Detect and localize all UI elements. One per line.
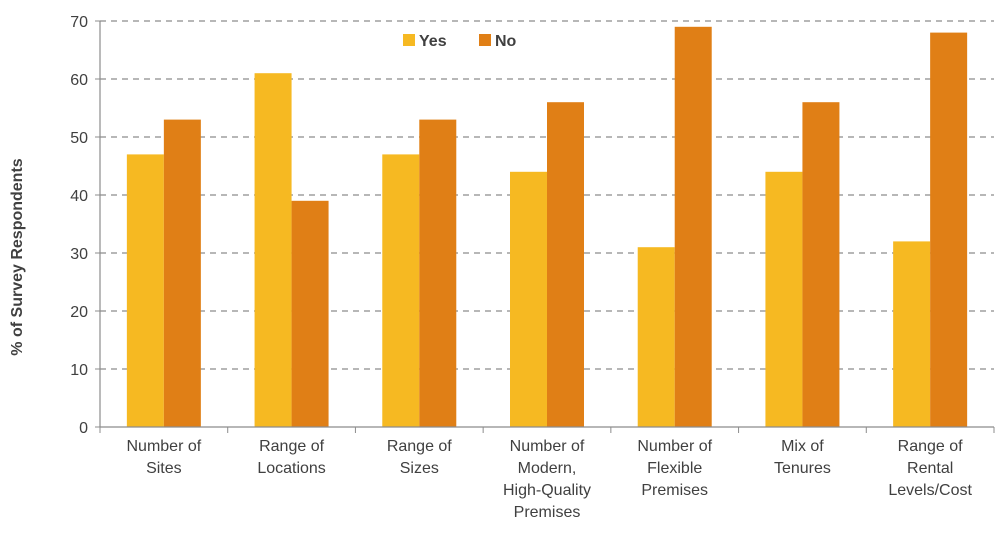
y-tick-labels: 0 10 20 30 40 50 60 70 [70,14,88,437]
bar-yes [254,73,292,427]
y-tick-label: 50 [70,130,88,147]
bar-no [802,102,840,427]
y-tick-label: 40 [70,188,88,205]
y-tick-label: 0 [79,420,88,437]
bar-no [547,102,584,427]
bar-yes [893,241,931,427]
x-category-label: Mix of Tenures [774,438,831,477]
x-category-label: Number of Flexible Premises [637,438,712,499]
bar-yes [510,171,547,427]
x-category-label: Number of Modern, High-Quality Premises [503,438,591,521]
legend-label-yes: Yes [419,33,447,50]
legend: Yes No [399,28,521,52]
x-category-label: Range of Rental Levels/Cost [888,438,972,499]
x-category-labels: Number of Sites Range of Locations Range of S… [127,438,973,521]
legend-swatch-no [479,34,491,46]
legend-label-no: No [495,33,517,50]
bar-yes [637,247,675,427]
bar-no [930,32,968,427]
y-tick-label: 70 [70,14,88,31]
bar-no [674,26,712,428]
y-tick-label: 60 [70,72,88,89]
y-tick-label: 20 [70,304,88,321]
x-category-label: Number of Sites [127,438,202,477]
y-tick-label: 30 [70,246,88,263]
bar-no [291,200,329,427]
bar-no [163,119,201,427]
bars [126,26,968,428]
axes [95,20,995,433]
legend-swatch-yes [403,34,415,46]
bar-yes [382,154,420,427]
gridlines [100,20,994,370]
bar-yes [765,171,803,427]
y-axis-label: % of Survey Respondents [9,158,26,355]
y-tick-label: 10 [70,362,88,379]
bar-yes [126,154,164,427]
bar-no [419,119,457,427]
x-category-label: Range of Locations [257,438,326,477]
x-category-label: Range of Sizes [387,438,452,477]
